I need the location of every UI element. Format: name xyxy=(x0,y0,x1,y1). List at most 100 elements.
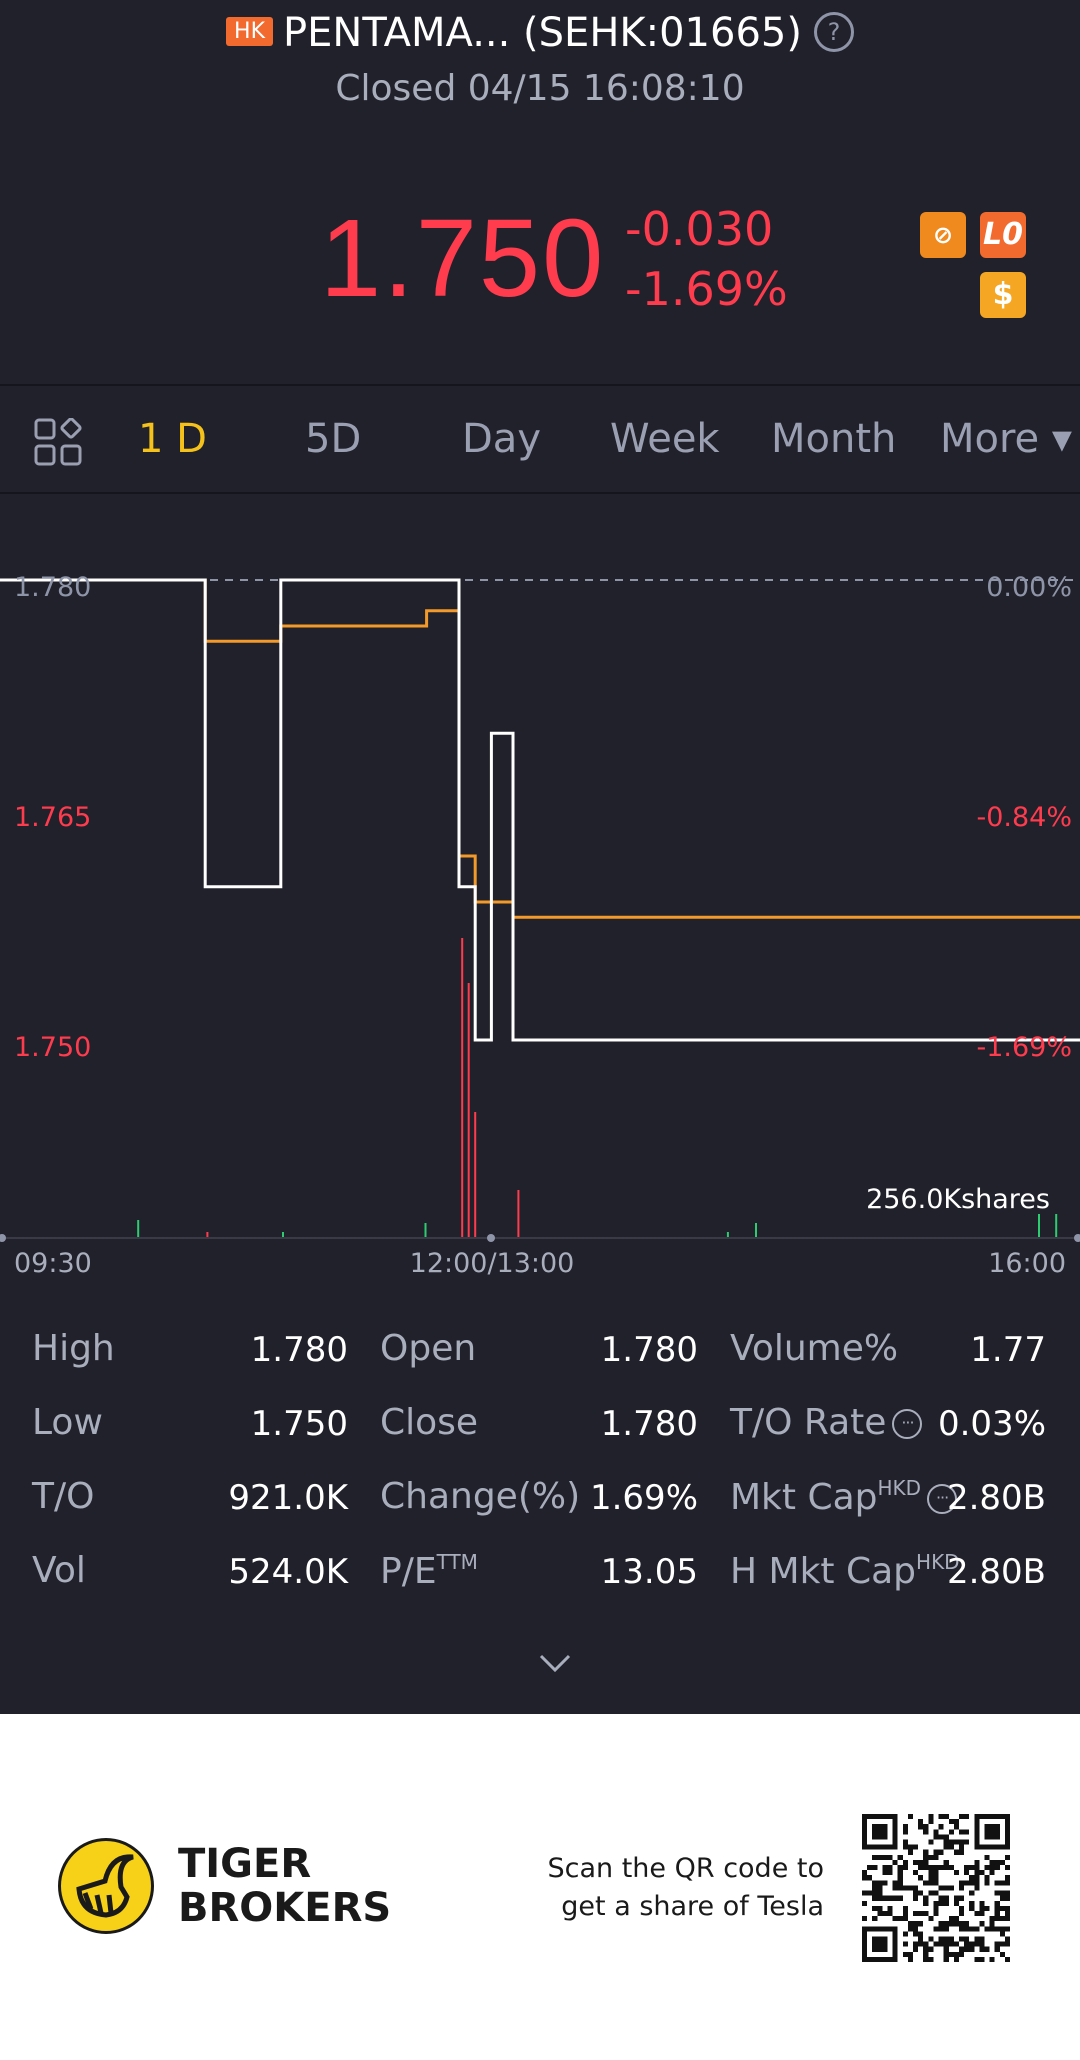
qr-module xyxy=(943,1885,949,1891)
intraday-chart-svg[interactable]: 1.780 1.765 1.750 0.00% -0.84% -1.69% 25… xyxy=(0,494,1080,1294)
qr-module xyxy=(872,1946,878,1952)
qr-module xyxy=(964,1946,970,1952)
qr-module xyxy=(918,1936,924,1942)
stat-mktcap-label: Mkt CapHKD ··· xyxy=(730,1476,958,1518)
qr-module xyxy=(877,1905,883,1911)
qr-module xyxy=(928,1916,934,1922)
qr-module xyxy=(938,1849,944,1855)
qr-module xyxy=(994,1814,1000,1820)
price-change: -0.030 xyxy=(625,202,774,256)
qr-module xyxy=(882,1936,888,1942)
qr-module xyxy=(877,1885,883,1891)
tab-more[interactable]: More ▾ xyxy=(940,416,1072,462)
qr-module xyxy=(882,1844,888,1850)
tab-month[interactable]: Month xyxy=(771,416,897,462)
qr-module xyxy=(933,1834,939,1840)
layout-grid-icon[interactable] xyxy=(34,418,82,466)
divider xyxy=(0,384,1080,386)
qr-module xyxy=(974,1926,980,1932)
qr-module xyxy=(882,1941,888,1947)
scan-text: Scan the QR code to get a share of Tesla xyxy=(547,1850,824,1926)
stat-mktcap-text: Mkt Cap xyxy=(730,1477,878,1518)
dollar-icon[interactable]: $ xyxy=(980,272,1026,318)
qr-module xyxy=(933,1880,939,1886)
qr-module xyxy=(974,1941,980,1947)
qr-module xyxy=(994,1926,1000,1932)
qr-module xyxy=(887,1854,893,1860)
qr-module xyxy=(872,1844,878,1850)
qr-module xyxy=(933,1865,939,1871)
scan-line: Scan the QR code to xyxy=(547,1853,824,1884)
qr-module xyxy=(984,1875,990,1881)
qr-module xyxy=(867,1875,873,1881)
tab-1d[interactable]: 1 D xyxy=(138,416,207,462)
qr-module xyxy=(974,1839,980,1845)
qr-code-icon[interactable] xyxy=(862,1814,1010,1962)
qr-module xyxy=(887,1844,893,1850)
qr-module xyxy=(948,1951,954,1957)
y-left-tick: 1.750 xyxy=(14,1032,91,1063)
qr-module xyxy=(867,1926,873,1932)
stat-high-value: 1.780 xyxy=(250,1330,348,1370)
qr-module xyxy=(964,1926,970,1932)
level-badge[interactable]: L0 xyxy=(980,212,1026,258)
qr-module xyxy=(887,1865,893,1871)
qr-module xyxy=(948,1865,954,1871)
qr-module xyxy=(994,1890,1000,1896)
chevron-down-icon[interactable] xyxy=(535,1648,575,1678)
qr-module xyxy=(994,1844,1000,1850)
qr-module xyxy=(892,1814,898,1820)
qr-module xyxy=(877,1890,883,1896)
qr-module xyxy=(984,1834,990,1840)
tab-week[interactable]: Week xyxy=(610,416,720,462)
qr-module xyxy=(877,1946,883,1952)
qr-module xyxy=(938,1885,944,1891)
qr-module xyxy=(867,1890,873,1896)
qr-module xyxy=(928,1819,934,1825)
qr-module xyxy=(892,1880,898,1886)
qr-module xyxy=(964,1941,970,1947)
qr-module xyxy=(872,1814,878,1820)
more-info-icon[interactable]: ··· xyxy=(927,1484,958,1514)
tab-5d[interactable]: 5D xyxy=(305,416,362,462)
qr-module xyxy=(918,1824,924,1830)
x-tick: 12:00/13:00 xyxy=(410,1248,575,1279)
qr-module xyxy=(892,1916,898,1922)
qr-module xyxy=(999,1916,1005,1922)
intraday-chart[interactable]: 1.780 1.765 1.750 0.00% -0.84% -1.69% 25… xyxy=(0,494,1080,1294)
qr-module xyxy=(999,1951,1005,1957)
qr-module xyxy=(999,1926,1005,1932)
qr-module xyxy=(872,1895,878,1901)
qr-module xyxy=(938,1865,944,1871)
qr-module xyxy=(913,1931,919,1937)
qr-module xyxy=(897,1870,903,1876)
x-tick: 16:00 xyxy=(988,1248,1066,1279)
qr-module xyxy=(974,1936,980,1942)
qr-module xyxy=(877,1829,883,1835)
qr-module xyxy=(969,1865,975,1871)
help-icon[interactable]: ? xyxy=(813,12,854,52)
qr-module xyxy=(872,1829,878,1835)
qr-module xyxy=(923,1900,929,1906)
qr-module xyxy=(989,1859,995,1866)
qr-module xyxy=(979,1844,985,1850)
qr-module xyxy=(928,1890,934,1896)
qr-module xyxy=(948,1916,954,1922)
more-info-icon[interactable]: ··· xyxy=(892,1409,923,1439)
qr-module xyxy=(999,1905,1005,1911)
qr-module xyxy=(938,1824,944,1830)
qr-module xyxy=(999,1814,1005,1820)
volume-bar xyxy=(137,1220,140,1238)
qr-module xyxy=(867,1956,873,1962)
qr-module xyxy=(902,1859,908,1866)
qr-module xyxy=(994,1910,1000,1917)
stat-change-label: Change(%) xyxy=(380,1476,581,1517)
qr-module xyxy=(907,1849,914,1855)
qr-module xyxy=(974,1844,980,1850)
qr-module xyxy=(897,1854,903,1860)
tab-day[interactable]: Day xyxy=(462,416,541,462)
margin-icon[interactable]: ⊘ xyxy=(920,212,966,258)
qr-module xyxy=(933,1854,939,1860)
qr-module xyxy=(877,1880,883,1886)
qr-module xyxy=(964,1829,970,1835)
